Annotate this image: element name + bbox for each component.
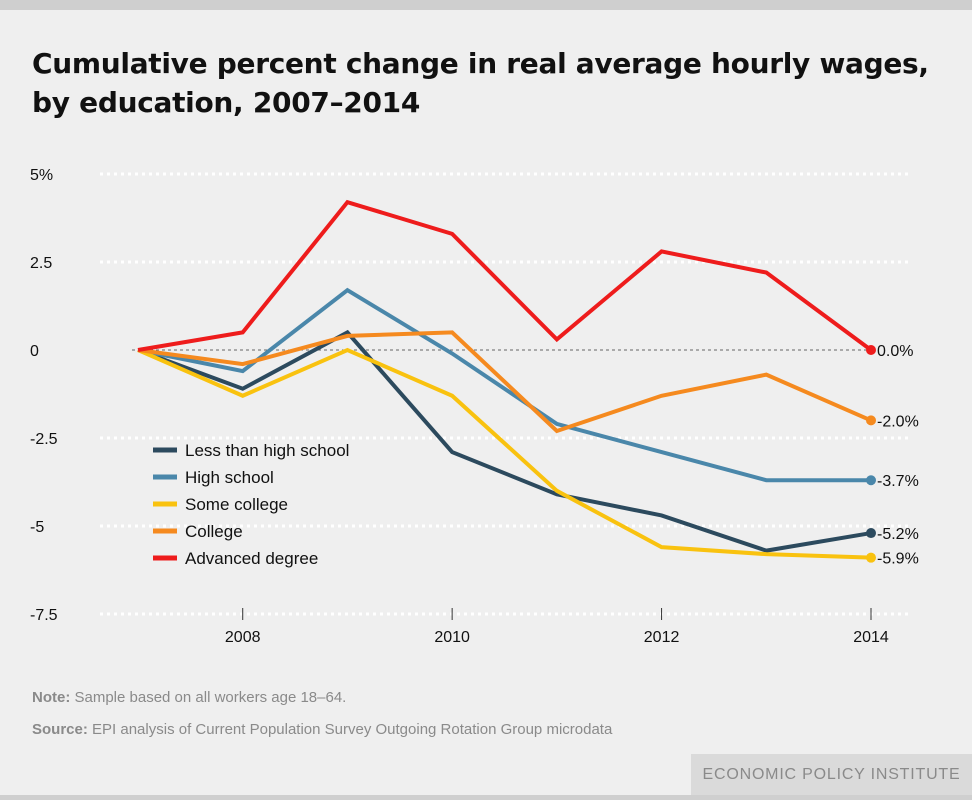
series-lines — [137, 199, 873, 560]
top-bar — [0, 0, 972, 10]
end-labels: 0.0% -2.0% -3.7% -5.2% -5.9% — [866, 343, 919, 568]
series-line-3 — [137, 330, 872, 434]
y-tick-label: 0 — [30, 343, 39, 360]
line-chart: 5% 2.5 0 -2.5 -5 -7.5 2008 2010 2012 2014 0.0% -2… — [30, 167, 919, 646]
series-line-0 — [137, 329, 872, 553]
end-value-label: -5.2% — [877, 526, 919, 543]
legend-label: College — [185, 522, 243, 541]
x-tick-label: 2014 — [853, 629, 889, 646]
legend-label: Some college — [185, 495, 288, 514]
grid — [100, 172, 912, 616]
chart-note: Note: Sample based on all workers age 18… — [32, 689, 347, 706]
legend-label: Advanced degree — [185, 549, 318, 568]
y-axis: 5% 2.5 0 -2.5 -5 -7.5 — [30, 167, 58, 624]
x-tick-label: 2012 — [644, 629, 680, 646]
end-value-label: -5.9% — [877, 551, 919, 568]
end-marker — [866, 415, 876, 426]
x-tick-label: 2010 — [434, 629, 470, 646]
y-tick-label: 5% — [30, 167, 53, 184]
y-tick-label: 2.5 — [30, 255, 52, 272]
end-value-label: -2.0% — [877, 413, 919, 430]
legend: Less than high school High school Some col… — [153, 441, 349, 568]
x-axis: 2008 2010 2012 2014 — [225, 608, 889, 646]
end-value-label: 0.0% — [877, 343, 913, 360]
chart-source: Source: EPI analysis of Current Populati… — [32, 721, 613, 738]
end-marker — [866, 552, 876, 563]
x-tick-label: 2008 — [225, 629, 261, 646]
y-tick-label: -2.5 — [30, 431, 58, 448]
legend-label: High school — [185, 468, 274, 487]
legend-label: Less than high school — [185, 441, 349, 460]
y-tick-label: -5 — [30, 519, 44, 536]
bottom-bar — [0, 795, 972, 800]
y-tick-label: -7.5 — [30, 607, 58, 624]
end-marker — [866, 475, 876, 486]
chart-title: Cumulative percent change in real averag… — [32, 47, 929, 119]
series-line-4 — [137, 199, 873, 352]
series-line-2 — [137, 347, 872, 560]
brand-logo: ECONOMIC POLICY INSTITUTE — [691, 754, 972, 795]
end-marker — [866, 345, 876, 355]
end-marker — [866, 528, 876, 539]
end-value-label: -3.7% — [877, 473, 919, 490]
